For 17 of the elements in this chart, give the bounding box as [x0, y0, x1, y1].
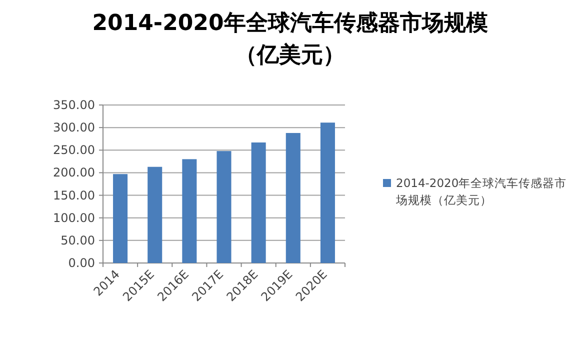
- y-tick-label: 150.00: [53, 188, 95, 202]
- y-tick-label: 250.00: [53, 143, 95, 158]
- y-tick-label: 50.00: [60, 233, 95, 248]
- y-tick-label: 100.00: [53, 210, 95, 225]
- legend-label: 2014-2020年全球汽车传感器市场规模（亿美元）: [396, 175, 568, 209]
- bar: [113, 174, 128, 263]
- bar: [216, 151, 232, 263]
- bar: [251, 142, 266, 263]
- bar: [148, 166, 162, 263]
- bar: [320, 122, 335, 263]
- y-tick-label: 350.00: [53, 98, 95, 112]
- y-tick-label: 300.00: [53, 120, 95, 135]
- chart-title: 2014-2020年全球汽车传感器市场规模（亿美元）: [91, 10, 489, 70]
- y-tick-label: 0.00: [68, 256, 95, 270]
- y-tick-label: 200.00: [53, 166, 95, 180]
- bar: [286, 132, 300, 263]
- bar: [182, 159, 197, 263]
